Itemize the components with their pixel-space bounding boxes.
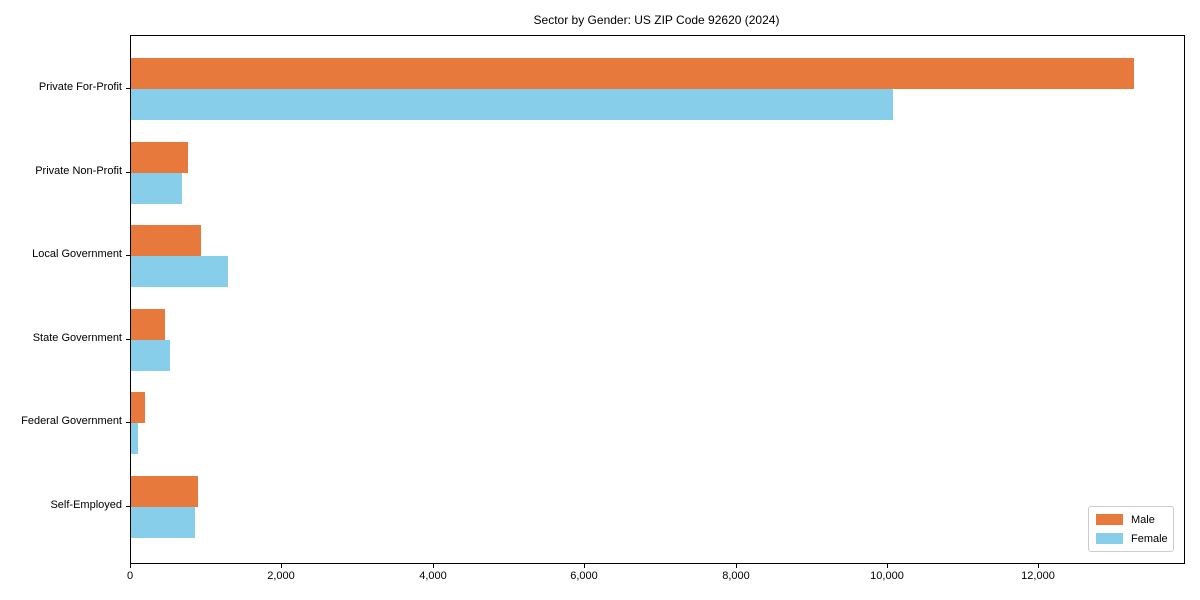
x-tick-mark: [736, 564, 737, 568]
legend-swatch-male: [1096, 514, 1123, 525]
x-tick-mark: [433, 564, 434, 568]
legend-item-female: Female: [1096, 532, 1168, 545]
x-tick-label-8000: 8,000: [722, 570, 750, 582]
y-tick-mark: [126, 88, 130, 89]
legend-label-male: Male: [1131, 513, 1155, 526]
y-tick-label-federal-government: Federal Government: [21, 415, 122, 427]
x-tick-mark: [1038, 564, 1039, 568]
bar-female-state-government: [131, 339, 170, 371]
bar-female-private-for-profit: [131, 89, 893, 120]
x-tick-label-0: 0: [126, 570, 134, 582]
y-tick-label-private-for-profit: Private For-Profit: [38, 81, 122, 93]
y-tick-mark: [126, 506, 130, 507]
x-tick-label-10000: 10,000: [870, 570, 904, 582]
bar-female-local-government: [131, 256, 228, 288]
bar-male-federal-government: [131, 392, 145, 424]
y-tick-label-local-government: Local Government: [32, 248, 122, 260]
x-tick-mark: [281, 564, 282, 568]
bar-female-self-employed: [131, 507, 195, 538]
legend-label-female: Female: [1131, 532, 1168, 545]
y-tick-label-self-employed: Self-Employed: [50, 499, 122, 511]
x-tick-mark: [130, 564, 131, 568]
bar-male-state-government: [131, 308, 165, 340]
y-tick-label-private-non-profit: Private Non-Profit: [35, 165, 122, 177]
bar-male-private-for-profit: [131, 58, 1134, 89]
legend-item-male: Male: [1096, 513, 1166, 526]
bar-female-federal-government: [131, 423, 138, 455]
y-tick-mark: [126, 422, 130, 423]
bar-male-private-non-profit: [131, 141, 188, 173]
x-tick-label-2000: 2,000: [267, 570, 295, 582]
y-tick-mark: [126, 255, 130, 256]
y-tick-mark: [126, 339, 130, 340]
legend: Male Female: [1088, 506, 1174, 552]
legend-swatch-female: [1096, 533, 1123, 544]
y-tick-mark: [126, 172, 130, 173]
x-tick-label-4000: 4,000: [419, 570, 447, 582]
bar-female-private-non-profit: [131, 172, 182, 204]
x-tick-mark: [584, 564, 585, 568]
x-tick-mark: [887, 564, 888, 568]
bar-male-local-government: [131, 225, 201, 257]
bar-male-self-employed: [131, 476, 198, 507]
x-tick-label-6000: 6,000: [570, 570, 598, 582]
chart-title: Sector by Gender: US ZIP Code 92620 (202…: [533, 13, 780, 27]
x-tick-label-12000: 12,000: [1021, 570, 1055, 582]
y-tick-label-state-government: State Government: [32, 332, 122, 344]
plot-area: [130, 35, 1185, 564]
